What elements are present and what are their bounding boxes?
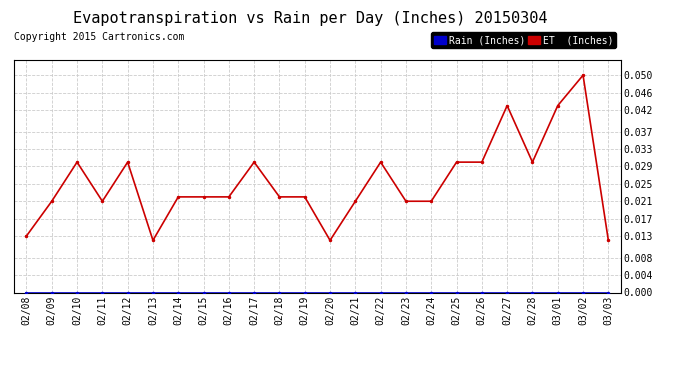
Text: Copyright 2015 Cartronics.com: Copyright 2015 Cartronics.com	[14, 32, 185, 42]
Legend: Rain (Inches), ET  (Inches): Rain (Inches), ET (Inches)	[431, 32, 616, 48]
Text: Evapotranspiration vs Rain per Day (Inches) 20150304: Evapotranspiration vs Rain per Day (Inch…	[73, 11, 548, 26]
